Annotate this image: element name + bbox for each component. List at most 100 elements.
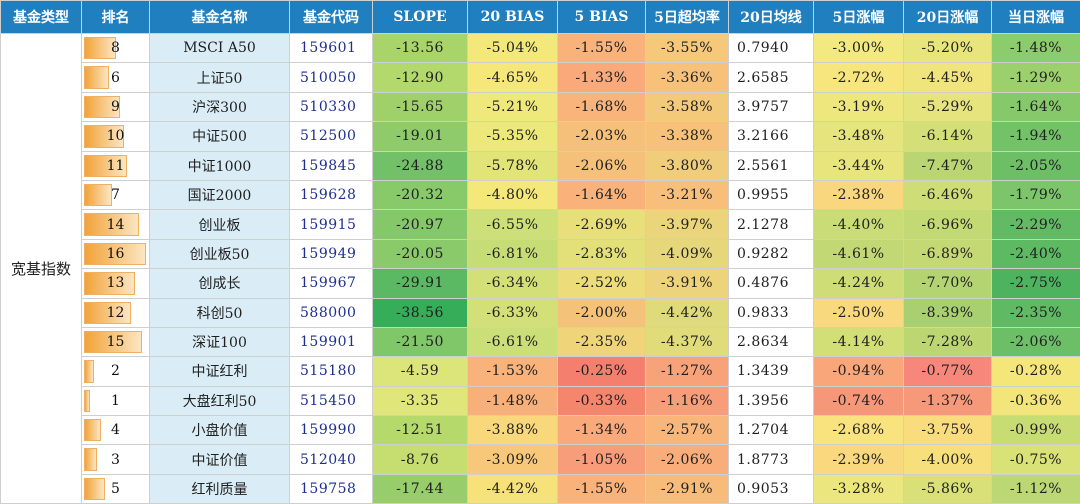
fund-name-cell: 科创50: [150, 298, 290, 327]
chg1-cell: -2.75%: [992, 269, 1080, 298]
header-rank: 排名: [82, 1, 150, 34]
rank-cell: 4: [82, 416, 150, 445]
ma20-cell: 0.9053: [729, 474, 814, 503]
ma20-cell: 2.1278: [729, 210, 814, 239]
bias20-cell: -5.78%: [468, 151, 558, 180]
chg5-cell: -4.40%: [814, 210, 904, 239]
excess5-cell: -2.57%: [646, 416, 729, 445]
excess5-cell: -2.06%: [646, 445, 729, 474]
rank-cell: 15: [82, 327, 150, 356]
bias20-cell: -6.34%: [468, 269, 558, 298]
slope-cell: -20.05: [373, 239, 468, 268]
bias5-cell: -2.52%: [558, 269, 646, 298]
header-excess5: 5日超均率: [646, 1, 729, 34]
fund-code-cell: 159949: [290, 239, 373, 268]
chg20-cell: -4.00%: [904, 445, 992, 474]
fund-code-cell: 588000: [290, 298, 373, 327]
chg20-cell: -8.39%: [904, 298, 992, 327]
excess5-cell: -4.42%: [646, 298, 729, 327]
slope-cell: -13.56: [373, 34, 468, 63]
excess5-cell: -3.91%: [646, 269, 729, 298]
fund-name-cell: 中证红利: [150, 357, 290, 386]
fund-name-cell: 小盘价值: [150, 416, 290, 445]
fund-name-cell: 沪深300: [150, 92, 290, 121]
chg1-cell: -1.12%: [992, 474, 1080, 503]
ma20-cell: 0.9282: [729, 239, 814, 268]
chg20-cell: -5.29%: [904, 92, 992, 121]
ma20-cell: 0.7940: [729, 34, 814, 63]
ma20-cell: 0.9833: [729, 298, 814, 327]
rank-cell: 5: [82, 474, 150, 503]
fund-name-cell: 创业板: [150, 210, 290, 239]
slope-cell: -24.88: [373, 151, 468, 180]
bias5-cell: -2.00%: [558, 298, 646, 327]
bias20-cell: -5.21%: [468, 92, 558, 121]
chg5-cell: -2.38%: [814, 180, 904, 209]
bias20-cell: -6.33%: [468, 298, 558, 327]
slope-cell: -8.76: [373, 445, 468, 474]
fund-code-cell: 159967: [290, 269, 373, 298]
rank-cell: 16: [82, 239, 150, 268]
ma20-cell: 1.3956: [729, 386, 814, 415]
fund-code-cell: 512500: [290, 122, 373, 151]
chg5-cell: -3.48%: [814, 122, 904, 151]
chg5-cell: -0.74%: [814, 386, 904, 415]
header-slope: SLOPE: [373, 1, 468, 34]
rank-cell: 6: [82, 63, 150, 92]
header-bias20: 20 BIAS: [468, 1, 558, 34]
bias5-cell: -1.55%: [558, 34, 646, 63]
chg5-cell: -2.39%: [814, 445, 904, 474]
slope-cell: -19.01: [373, 122, 468, 151]
chg20-cell: -6.46%: [904, 180, 992, 209]
fund-name-cell: 红利质量: [150, 474, 290, 503]
chg5-cell: -0.94%: [814, 357, 904, 386]
slope-cell: -12.90: [373, 63, 468, 92]
fund-name-cell: 大盘红利50: [150, 386, 290, 415]
chg5-cell: -4.24%: [814, 269, 904, 298]
bias5-cell: -1.33%: [558, 63, 646, 92]
bias5-cell: -0.33%: [558, 386, 646, 415]
bias20-cell: -4.42%: [468, 474, 558, 503]
rank-value: 2: [82, 363, 149, 379]
chg20-cell: -5.86%: [904, 474, 992, 503]
chg5-cell: -2.72%: [814, 63, 904, 92]
slope-cell: -12.51: [373, 416, 468, 445]
header-row: 基金类型 排名 基金名称 基金代码 SLOPE 20 BIAS 5 BIAS 5…: [1, 1, 1080, 34]
excess5-cell: -3.36%: [646, 63, 729, 92]
bias5-cell: -2.69%: [558, 210, 646, 239]
rank-cell: 11: [82, 151, 150, 180]
slope-cell: -3.35: [373, 386, 468, 415]
rank-value: 10: [82, 128, 149, 144]
rank-cell: 3: [82, 445, 150, 474]
fund-code-cell: 159845: [290, 151, 373, 180]
chg5-cell: -3.19%: [814, 92, 904, 121]
chg1-cell: -1.29%: [992, 63, 1080, 92]
fund-type-cell: 宽基指数: [1, 34, 82, 504]
rank-value: 5: [82, 481, 149, 497]
chg5-cell: -2.50%: [814, 298, 904, 327]
fund-code-cell: 510330: [290, 92, 373, 121]
bias5-cell: -1.34%: [558, 416, 646, 445]
ma20-cell: 0.9955: [729, 180, 814, 209]
chg1-cell: -0.28%: [992, 357, 1080, 386]
chg1-cell: -2.06%: [992, 327, 1080, 356]
slope-cell: -20.97: [373, 210, 468, 239]
fund-code-cell: 159758: [290, 474, 373, 503]
bias5-cell: -2.83%: [558, 239, 646, 268]
ma20-cell: 1.8773: [729, 445, 814, 474]
fund-code-cell: 515180: [290, 357, 373, 386]
fund-name-cell: 国证2000: [150, 180, 290, 209]
excess5-cell: -3.38%: [646, 122, 729, 151]
header-fund-code: 基金代码: [290, 1, 373, 34]
fund-name-cell: 中证1000: [150, 151, 290, 180]
chg1-cell: -0.36%: [992, 386, 1080, 415]
header-fund-type: 基金类型: [1, 1, 82, 34]
